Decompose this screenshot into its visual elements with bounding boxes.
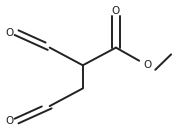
Text: O: O <box>112 6 120 16</box>
Text: O: O <box>5 28 13 38</box>
Text: O: O <box>143 60 151 70</box>
Text: O: O <box>5 116 13 126</box>
